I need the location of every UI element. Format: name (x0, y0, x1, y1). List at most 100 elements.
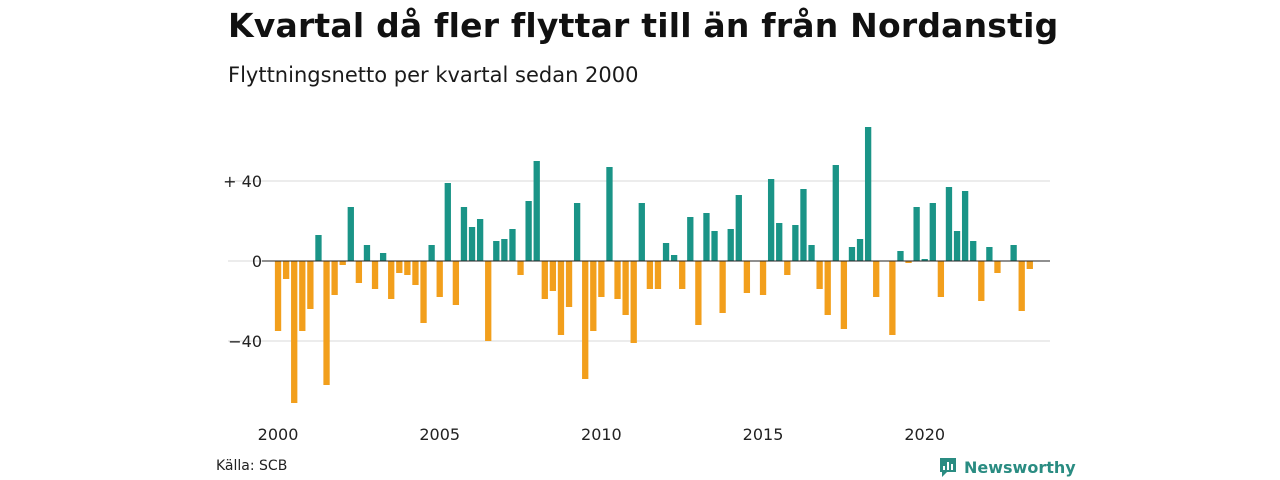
bar-2007K1 (501, 239, 508, 261)
bar-2019K3 (905, 261, 912, 263)
bar-2008K2 (541, 261, 548, 299)
bar-2007K2 (509, 229, 516, 261)
bar-2013K1 (695, 261, 702, 325)
bar-2017K2 (832, 165, 839, 261)
bar-2018K3 (873, 261, 880, 297)
y-tick-label: + 40 (223, 172, 262, 191)
bar-2002K1 (339, 261, 346, 265)
bar-2020K4 (945, 187, 953, 261)
bar-2014K1 (727, 229, 734, 261)
x-tick-label: 2010 (581, 425, 622, 444)
bar-2011K3 (646, 261, 654, 289)
bar-2013K4 (719, 261, 726, 313)
bar-2013K2 (703, 213, 710, 261)
bar-2021K1 (953, 231, 961, 261)
bar-2010K2 (606, 167, 613, 261)
bar-2007K3 (517, 261, 524, 275)
bar-2008K1 (533, 161, 540, 261)
bar-2020K2 (929, 203, 936, 261)
bar-2012K3 (679, 261, 686, 289)
bar-2018K2 (864, 127, 872, 261)
bar-2004K4 (428, 245, 435, 261)
x-tick-label: 2000 (258, 425, 299, 444)
bar-2023K1 (1018, 261, 1025, 311)
bar-2000K4 (299, 261, 306, 331)
bar-2021K4 (978, 261, 985, 301)
bar-2018K1 (856, 239, 864, 261)
bar-2008K3 (549, 261, 557, 291)
bar-2009K3 (582, 261, 589, 379)
y-tick-label: −40 (228, 332, 262, 351)
bar-2011K2 (638, 203, 645, 261)
bar-2020K3 (937, 261, 945, 297)
bar-2001K1 (307, 261, 314, 309)
bar-2006K3 (485, 261, 492, 341)
x-tick-label: 2015 (743, 425, 784, 444)
bar-2022K2 (994, 261, 1001, 273)
bar-2011K4 (654, 261, 662, 289)
bar-2017K3 (840, 261, 848, 329)
bar-2012K4 (687, 217, 694, 261)
chart-title: Kvartal då fler flyttar till än från Nor… (228, 6, 1059, 45)
bar-2012K2 (670, 255, 678, 261)
bar-2023K2 (1026, 261, 1033, 269)
bar-2004K1 (404, 261, 411, 275)
brand-name: Newsworthy (964, 457, 1076, 477)
bar-2002K2 (347, 207, 354, 261)
bar-2016K4 (816, 261, 823, 289)
bar-2019K4 (913, 207, 920, 261)
bar-2010K4 (622, 261, 629, 315)
bar-2013K3 (711, 231, 718, 261)
bar-2000K2 (282, 261, 290, 279)
bar-2014K2 (735, 195, 742, 261)
y-tick-label: 0 (252, 252, 262, 271)
bar-2002K4 (363, 245, 371, 261)
bar-2005K1 (436, 261, 443, 297)
bar-2001K4 (331, 261, 338, 295)
bar-2011K1 (630, 261, 637, 343)
bar-2000K3 (291, 261, 298, 403)
x-tick-label: 2020 (904, 425, 945, 444)
newsworthy-logo-icon (940, 458, 956, 477)
y-axis-ticks: + 40 0 −40 (223, 172, 262, 351)
bar-2002K3 (355, 261, 363, 283)
bar-2004K2 (412, 261, 419, 285)
bar-2006K4 (493, 241, 500, 261)
bar-2008K4 (557, 261, 565, 335)
bar-2003K3 (388, 261, 395, 299)
bar-2003K2 (379, 253, 387, 261)
bar-2015K3 (776, 223, 783, 261)
bar-2007K4 (525, 201, 532, 261)
brand-logo: Newsworthy (938, 456, 1076, 478)
bar-2014K3 (743, 261, 751, 293)
bar-2006K2 (476, 219, 484, 261)
bar-2021K3 (970, 241, 977, 261)
bar-2009K2 (573, 203, 581, 261)
bar-2001K3 (323, 261, 330, 385)
bar-2016K1 (792, 225, 799, 261)
bar-2022K1 (986, 247, 993, 261)
bar-2015K2 (767, 179, 775, 261)
bar-2017K1 (824, 261, 831, 315)
bar-2012K1 (662, 243, 670, 261)
source-note: Källa: SCB (216, 458, 288, 474)
bar-2010K3 (614, 261, 621, 299)
chart-subtitle: Flyttningsnetto per kvartal sedan 2000 (228, 63, 639, 87)
bar-2005K3 (452, 261, 460, 305)
bar-2015K1 (759, 261, 767, 295)
bar-2004K3 (420, 261, 427, 323)
bar-2000K1 (274, 261, 282, 331)
bar-2005K4 (460, 207, 468, 261)
x-tick-label: 2005 (419, 425, 460, 444)
bar-2016K3 (808, 245, 815, 261)
bar-2020K1 (921, 259, 928, 261)
bar-2010K1 (598, 261, 605, 297)
bar-2019K2 (897, 251, 904, 261)
bar-2001K2 (315, 235, 322, 261)
bar-2016K2 (800, 189, 807, 261)
bar-2006K1 (468, 227, 476, 261)
bars (262, 127, 1050, 403)
bar-2019K1 (889, 261, 896, 335)
bar-2021K2 (961, 191, 969, 261)
